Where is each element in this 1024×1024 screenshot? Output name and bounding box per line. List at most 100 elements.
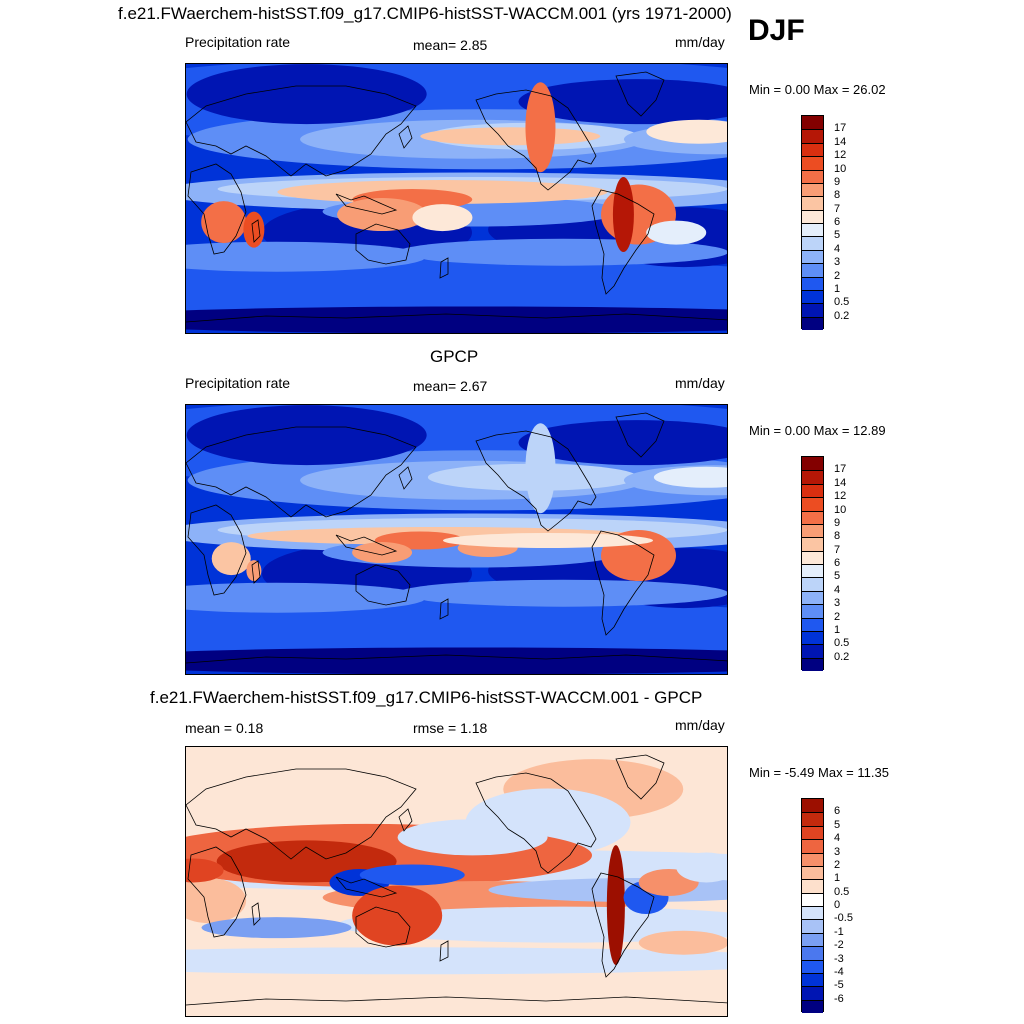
colorbar-swatch [802,879,823,893]
colorbar-swatch [802,483,823,498]
colorbar-swatch [802,249,823,264]
panel3-map [185,746,728,1017]
colorbar-swatch [802,196,823,210]
colorbar-swatch [802,182,823,197]
panel2-map [185,404,728,675]
colorbar-swatch [802,303,823,317]
panel3-minmax: Min = -5.49 Max = 11.35 [749,765,889,780]
colorbar-swatch [802,116,823,130]
colorbar-swatch [802,564,823,578]
panel2-left-label: Precipitation rate [185,375,291,391]
colorbar-tick-label: 5 [834,570,841,583]
colorbar-tick-label: 1 [834,623,841,636]
colorbar-tick-label: 10 [834,162,847,175]
colorbar-tick-label: -4 [834,965,844,978]
panel1-map [185,63,728,334]
colorbar-swatch [802,865,823,880]
colorbar-tick-label: 5 [834,818,841,831]
panel1-left-label: Precipitation rate [185,34,291,50]
colorbar-tick-label: 12 [834,149,847,162]
colorbar-swatch [802,604,823,618]
colorbar-tick-label: 2 [834,610,841,623]
colorbar-tick-label: 17 [834,463,847,476]
colorbar-swatch [802,289,823,304]
colorbar-tick-label: 1 [834,872,841,885]
panel1-center-label: mean= 2.85 [413,37,488,53]
colorbar-swatch [802,812,823,826]
colorbar-tick-label: 7 [834,202,841,215]
season-label: DJF [748,14,805,47]
colorbar-tick-label: -6 [834,992,844,1005]
colorbar-swatch [802,263,823,277]
colorbar-tick-label: 0.5 [834,296,850,309]
panel2-title: GPCP [430,347,479,366]
colorbar-tick-label: 0.2 [834,309,850,322]
colorbar-tick-label: 6 [834,557,841,569]
colorbar-swatch [802,316,823,330]
colorbar-swatch [802,825,823,840]
colorbar-tick-label: 12 [834,490,847,503]
colorbar-tick-label: -3 [834,952,844,965]
colorbar-tick-label: 9 [834,175,841,188]
colorbar-swatch [802,839,823,853]
colorbar-tick-label: 3 [834,597,841,610]
colorbar-swatch [802,892,823,906]
colorbar-tick-label: 10 [834,503,847,516]
colorbar-swatch [802,276,823,290]
colorbar-tick-label: 4 [834,832,841,845]
panel2-minmax: Min = 0.00 Max = 12.89 [749,423,886,438]
colorbar-swatch [802,630,823,645]
colorbar-swatch [802,946,823,960]
panel2-colorbar [801,456,824,671]
colorbar-swatch [802,577,823,591]
colorbar-swatch [802,223,823,237]
colorbar-swatch [802,470,823,484]
colorbar-tick-label: 6 [834,216,841,228]
colorbar-tick-label: 2 [834,269,841,282]
colorbar-swatch [802,142,823,157]
colorbar-tick-label: 0 [834,899,841,911]
colorbar-swatch [802,919,823,933]
panel3-title: f.e21.FWaerchem-histSST.f09_g17.CMIP6-hi… [150,688,703,707]
panel3-mean-label: mean = 0.18 [185,720,264,736]
colorbar-tick-label: -5 [834,979,844,992]
colorbar-swatch [802,497,823,511]
colorbar-tick-label: 4 [834,242,841,255]
colorbar-swatch [802,550,823,564]
colorbar-tick-label: 2 [834,858,841,871]
colorbar-swatch [802,457,823,471]
colorbar-tick-label: -1 [834,925,844,938]
colorbar-swatch [802,537,823,551]
colorbar-tick-label: 17 [834,122,847,135]
colorbar-tick-label: 0.5 [834,637,850,650]
colorbar-tick-label: 1 [834,282,841,295]
panel1-units: mm/day [675,34,725,50]
colorbar-swatch [802,852,823,866]
colorbar-tick-label: 4 [834,583,841,596]
colorbar-swatch [802,523,823,538]
colorbar-swatch [802,932,823,947]
colorbar-tick-label: -2 [834,939,844,952]
colorbar-swatch [802,617,823,631]
colorbar-tick-label: 0.2 [834,650,850,663]
colorbar-swatch [802,169,823,183]
colorbar-swatch [802,999,823,1013]
colorbar-swatch [802,510,823,524]
colorbar-swatch [802,209,823,223]
colorbar-tick-label: -0.5 [834,912,853,925]
colorbar-swatch [802,236,823,250]
colorbar-tick-label: 8 [834,189,841,202]
colorbar-tick-label: 5 [834,229,841,242]
colorbar-swatch [802,657,823,671]
colorbar-swatch [802,799,823,813]
colorbar-tick-label: 3 [834,256,841,269]
colorbar-swatch [802,644,823,658]
colorbar-tick-label: 6 [834,805,841,818]
panel1-colorbar [801,115,824,330]
colorbar-tick-label: 9 [834,516,841,529]
colorbar-swatch [802,129,823,143]
colorbar-swatch [802,972,823,987]
colorbar-swatch [802,986,823,1000]
colorbar-tick-label: 14 [834,135,847,148]
panel2-center-label: mean= 2.67 [413,378,488,394]
